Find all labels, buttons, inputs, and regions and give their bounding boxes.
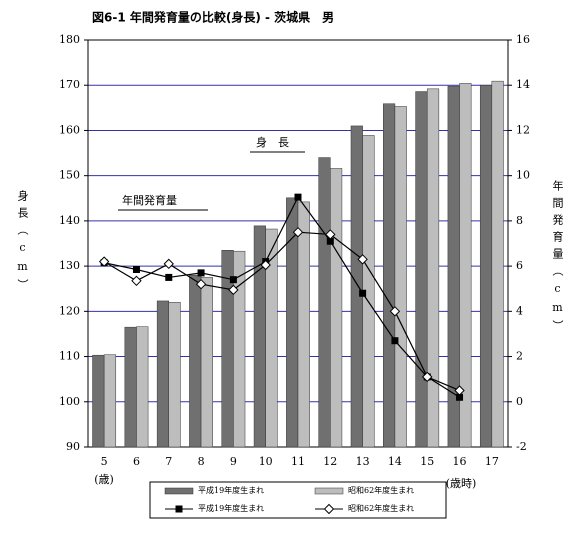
- y2-tick-label: 14: [516, 78, 530, 91]
- y-tick-label: 110: [59, 350, 80, 363]
- y-tick-label: 160: [59, 123, 80, 136]
- marker: [294, 193, 302, 201]
- annotation: 年間発育量: [122, 193, 177, 207]
- bar: [491, 80, 504, 448]
- legend-swatch: [314, 487, 344, 495]
- x-tick-label: 6: [133, 455, 140, 468]
- x-tick-label: 12: [323, 455, 337, 468]
- line: [103, 231, 460, 392]
- bar: [156, 300, 170, 448]
- bar: [200, 277, 213, 448]
- y-tick-label: 140: [59, 214, 80, 227]
- legend-box: [149, 481, 447, 519]
- marker: [98, 256, 110, 267]
- bar: [415, 91, 428, 448]
- bar: [265, 228, 278, 448]
- marker: [391, 337, 399, 345]
- y2-tick-label: 8: [516, 214, 523, 227]
- y-tick-label: 180: [59, 33, 80, 46]
- line: [104, 196, 460, 398]
- marker: [229, 276, 237, 284]
- y-tick-label: 90: [66, 440, 80, 453]
- bar: [233, 250, 246, 448]
- y2-axis-title: 年間発育量（cm）: [551, 179, 564, 337]
- y-axis-title: 身長（cm）: [16, 189, 29, 296]
- legend-label: 昭和62年度生まれ: [348, 503, 414, 513]
- marker: [456, 393, 464, 401]
- y-tick-label: 100: [59, 395, 80, 408]
- marker: [175, 505, 183, 513]
- y-tick-label: 170: [59, 78, 80, 91]
- x-tick-label: 10: [259, 455, 273, 468]
- bar: [168, 302, 181, 448]
- x-tick-label: 17: [485, 455, 499, 468]
- bar: [426, 88, 440, 448]
- marker: [389, 306, 401, 317]
- marker: [326, 237, 334, 245]
- legend-swatch: [164, 487, 194, 495]
- bar: [459, 83, 472, 448]
- legend-label: 平成19年度生まれ: [198, 503, 264, 513]
- x-tick-label: 13: [356, 455, 370, 468]
- bar: [350, 125, 363, 448]
- marker: [454, 385, 465, 396]
- x-tick-label: 15: [420, 455, 434, 468]
- marker: [422, 371, 433, 383]
- y2-tick-label: 4: [516, 304, 523, 317]
- bar: [136, 326, 149, 448]
- y2-tick-label: 12: [516, 123, 530, 136]
- bar: [394, 106, 407, 448]
- x-unit-label: (歳時): [446, 477, 477, 490]
- y2-tick-label: 16: [516, 33, 530, 46]
- marker: [197, 269, 205, 277]
- bar: [297, 201, 310, 448]
- y2-tick-label: 6: [516, 259, 523, 272]
- y2-tick-label: -2: [516, 440, 527, 453]
- marker: [131, 275, 142, 287]
- annotation: 身 長: [256, 135, 289, 149]
- x-tick-label: 14: [388, 455, 402, 468]
- bar: [318, 157, 331, 448]
- legend-label: 平成19年度生まれ: [198, 485, 264, 495]
- x-tick-label: 11: [291, 455, 305, 468]
- x-unit-label: (歳): [94, 473, 114, 486]
- y2-tick-label: 0: [516, 395, 523, 408]
- marker: [357, 254, 368, 265]
- marker: [260, 259, 271, 271]
- marker: [292, 226, 304, 238]
- marker: [163, 258, 174, 270]
- marker: [132, 266, 140, 274]
- y-tick-label: 130: [59, 259, 80, 272]
- marker: [228, 284, 239, 296]
- marker: [323, 503, 335, 515]
- bar: [330, 168, 343, 448]
- bar: [479, 84, 493, 448]
- bar: [103, 354, 117, 448]
- x-tick-label: 16: [453, 455, 467, 468]
- y-tick-label: 150: [59, 169, 80, 182]
- chart-title: 図6-1 年間発育量の比較(身長) - 茨城県 男: [92, 10, 334, 25]
- x-tick-label: 8: [198, 455, 205, 468]
- bar: [124, 326, 137, 448]
- marker: [165, 273, 173, 281]
- y-tick-label: 120: [59, 304, 80, 317]
- bar: [92, 354, 105, 448]
- x-tick-label: 7: [165, 455, 172, 468]
- bar: [383, 103, 396, 448]
- x-tick-label: 5: [101, 455, 108, 468]
- marker: [195, 278, 207, 290]
- y2-tick-label: 10: [516, 169, 530, 182]
- bar: [189, 274, 202, 448]
- marker: [325, 229, 336, 240]
- legend-label: 昭和62年度生まれ: [348, 485, 414, 495]
- marker: [359, 289, 367, 297]
- x-tick-label: 9: [230, 455, 237, 468]
- y2-tick-label: 2: [516, 350, 523, 363]
